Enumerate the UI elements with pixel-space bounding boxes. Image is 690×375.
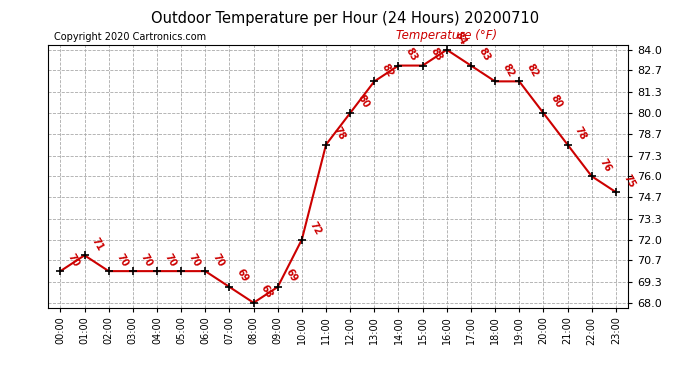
Text: 70: 70 [187,252,202,268]
Text: 68: 68 [259,283,275,300]
Text: 78: 78 [332,125,347,142]
Text: 70: 70 [66,252,81,268]
Text: 83: 83 [404,46,420,63]
Text: 82: 82 [501,62,516,79]
Text: 76: 76 [598,157,613,174]
Text: 84: 84 [453,30,468,47]
Text: 69: 69 [284,267,299,284]
Text: Copyright 2020 Cartronics.com: Copyright 2020 Cartronics.com [54,32,206,42]
Text: 83: 83 [477,46,492,63]
Text: 80: 80 [549,93,564,110]
Text: 80: 80 [356,93,371,110]
Text: 70: 70 [139,252,154,268]
Text: 69: 69 [235,267,250,284]
Text: 70: 70 [211,252,226,268]
Text: 70: 70 [163,252,178,268]
Text: 75: 75 [622,172,637,189]
Text: 70: 70 [115,252,130,268]
Text: Outdoor Temperature per Hour (24 Hours) 20200710: Outdoor Temperature per Hour (24 Hours) … [151,11,539,26]
Text: 72: 72 [308,220,323,237]
Text: Temperature (°F): Temperature (°F) [396,29,497,42]
Text: 83: 83 [428,46,444,63]
Text: 71: 71 [90,236,106,252]
Text: 78: 78 [573,125,589,142]
Text: 82: 82 [380,62,395,79]
Text: 82: 82 [525,62,540,79]
